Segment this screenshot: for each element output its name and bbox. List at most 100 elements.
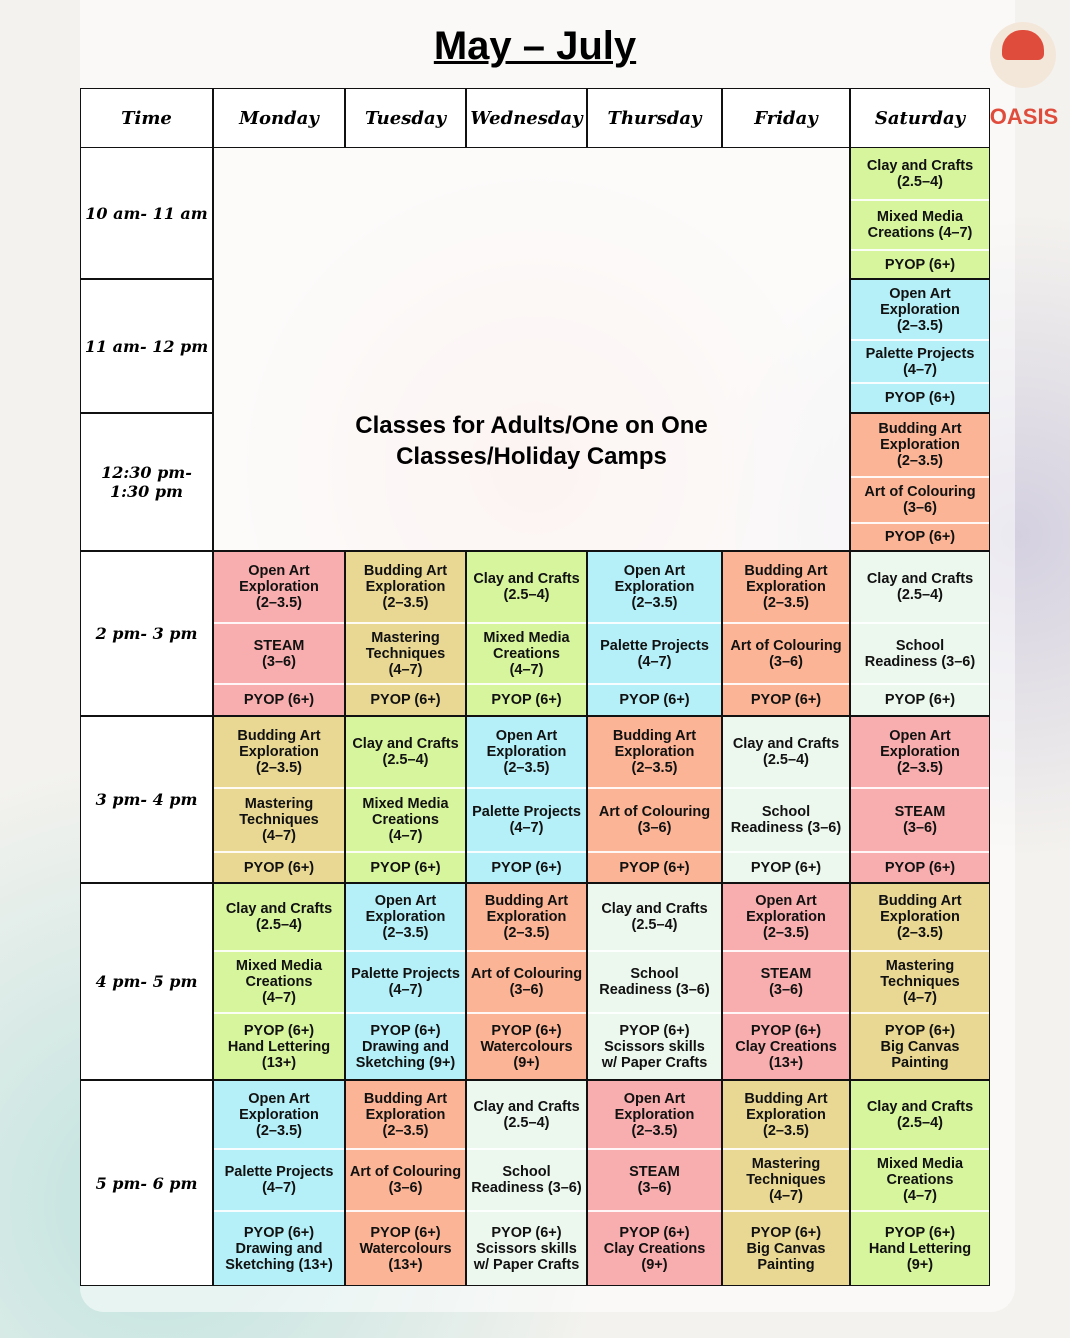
- class-cell: Mixed Media Creations (4–7): [345, 788, 466, 852]
- day-block: [466, 716, 587, 883]
- day-block: [345, 1080, 466, 1286]
- class-cell: PYOP (6+): [345, 852, 466, 883]
- class-cell: Art of Colouring (3–6): [466, 951, 587, 1013]
- class-cell: STEAM (3–6): [587, 1149, 722, 1211]
- day-block: [850, 716, 990, 883]
- day-block: [587, 551, 722, 716]
- class-cell: PYOP (6+) Drawing and Sketching (13+): [213, 1211, 345, 1286]
- day-block: [722, 1080, 850, 1286]
- class-cell: Open Art Exploration (2–3.5): [850, 279, 990, 340]
- column-header: Saturday: [850, 88, 990, 148]
- class-cell: Clay and Crafts (2.5–4): [850, 551, 990, 623]
- time-label: 10 am- 11 am: [80, 147, 213, 279]
- class-cell: Art of Colouring (3–6): [345, 1149, 466, 1211]
- class-cell: Art of Colouring (3–6): [722, 623, 850, 684]
- day-block: [213, 551, 345, 716]
- class-cell: PYOP (6+) Hand Lettering (9+): [850, 1211, 990, 1286]
- logo-text: OASIS: [989, 104, 1059, 129]
- class-cell: PYOP (6+) Big Canvas Painting: [722, 1211, 850, 1286]
- day-block: [850, 883, 990, 1080]
- class-cell: Palette Projects (4–7): [850, 340, 990, 383]
- class-cell: Art of Colouring (3–6): [850, 477, 990, 523]
- time-label: 5 pm- 6 pm: [80, 1080, 213, 1286]
- class-cell: Budding Art Exploration (2–3.5): [213, 716, 345, 788]
- class-cell: Budding Art Exploration (2–3.5): [345, 1080, 466, 1149]
- class-cell: Clay and Crafts (2.5–4): [587, 883, 722, 951]
- time-label: 3 pm- 4 pm: [80, 716, 213, 883]
- class-cell: Open Art Exploration (2–3.5): [722, 883, 850, 951]
- class-cell: PYOP (6+): [213, 852, 345, 883]
- class-cell: Mastering Techniques (4–7): [850, 951, 990, 1013]
- class-cell: Mastering Techniques (4–7): [213, 788, 345, 852]
- day-block: [587, 716, 722, 883]
- class-cell: School Readiness (3–6): [587, 951, 722, 1013]
- class-cell: Mixed Media Creations (4–7): [850, 1149, 990, 1211]
- day-block: [722, 551, 850, 716]
- class-cell: Open Art Exploration (2–3.5): [587, 551, 722, 623]
- class-cell: Palette Projects (4–7): [345, 951, 466, 1013]
- class-cell: STEAM (3–6): [722, 951, 850, 1013]
- class-cell: Budding Art Exploration (2–3.5): [722, 551, 850, 623]
- logo-icon: [1002, 30, 1044, 60]
- class-cell: PYOP (6+): [466, 852, 587, 883]
- title: May – July: [433, 24, 637, 68]
- class-cell: Palette Projects (4–7): [466, 788, 587, 852]
- class-cell: PYOP (6+) Hand Lettering (13+): [213, 1013, 345, 1080]
- column-header: Tuesday: [345, 88, 466, 148]
- class-cell: PYOP (6+) Drawing and Sketching (9+): [345, 1013, 466, 1080]
- class-cell: Clay and Crafts (2.5–4): [850, 147, 990, 200]
- class-cell: Clay and Crafts (2.5–4): [850, 1080, 990, 1149]
- class-cell: Mastering Techniques (4–7): [345, 623, 466, 684]
- class-cell: Mixed Media Creations (4–7): [850, 200, 990, 250]
- column-header: Friday: [722, 88, 850, 148]
- column-header: Time: [80, 88, 213, 148]
- day-block: [850, 1080, 990, 1286]
- time-label: 2 pm- 3 pm: [80, 551, 213, 716]
- class-cell: PYOP (6+) Big Canvas Painting: [850, 1013, 990, 1080]
- class-cell: Open Art Exploration (2–3.5): [850, 716, 990, 788]
- day-block: [722, 716, 850, 883]
- class-cell: Palette Projects (4–7): [213, 1149, 345, 1211]
- class-cell: Budding Art Exploration (2–3.5): [587, 716, 722, 788]
- day-block: [722, 883, 850, 1080]
- class-cell: PYOP (6+): [466, 684, 587, 716]
- time-label: 12:30 pm- 1:30 pm: [80, 413, 213, 551]
- class-cell: Mastering Techniques (4–7): [722, 1149, 850, 1211]
- class-cell: Budding Art Exploration (2–3.5): [722, 1080, 850, 1149]
- day-block: [850, 551, 990, 716]
- day-block: [345, 716, 466, 883]
- class-cell: Budding Art Exploration (2–3.5): [850, 413, 990, 477]
- class-cell: Budding Art Exploration (2–3.5): [850, 883, 990, 951]
- day-block: [345, 551, 466, 716]
- class-cell: PYOP (6+) Scissors skills w/ Paper Craft…: [587, 1013, 722, 1080]
- class-cell: PYOP (6+): [850, 523, 990, 551]
- column-header: Wednesday: [466, 88, 587, 148]
- time-label: 11 am- 12 pm: [80, 279, 213, 413]
- day-block: [213, 883, 345, 1080]
- class-cell: Clay and Crafts (2.5–4): [345, 716, 466, 788]
- class-cell: PYOP (6+): [850, 250, 990, 279]
- class-cell: Mixed Media Creations (4–7): [466, 623, 587, 684]
- class-cell: Clay and Crafts (2.5–4): [466, 551, 587, 623]
- morning-block: Classes for Adults/One on One Classes/Ho…: [213, 147, 850, 551]
- day-block: [466, 1080, 587, 1286]
- class-cell: PYOP (6+) Scissors skills w/ Paper Craft…: [466, 1211, 587, 1286]
- class-cell: PYOP (6+) Watercolours (13+): [345, 1211, 466, 1286]
- class-cell: Palette Projects (4–7): [587, 623, 722, 684]
- class-cell: Budding Art Exploration (2–3.5): [345, 551, 466, 623]
- day-block: [213, 1080, 345, 1286]
- class-cell: Open Art Exploration (2–3.5): [345, 883, 466, 951]
- class-cell: Mixed Media Creations (4–7): [213, 951, 345, 1013]
- time-label: 4 pm- 5 pm: [80, 883, 213, 1080]
- class-cell: Clay and Crafts (2.5–4): [722, 716, 850, 788]
- class-cell: PYOP (6+) Clay Creations (13+): [722, 1013, 850, 1080]
- class-cell: School Readiness (3–6): [850, 623, 990, 684]
- day-block: [587, 1080, 722, 1286]
- day-block: [213, 716, 345, 883]
- class-cell: PYOP (6+): [850, 383, 990, 413]
- class-cell: PYOP (6+): [722, 852, 850, 883]
- column-header: Monday: [213, 88, 345, 148]
- class-cell: School Readiness (3–6): [722, 788, 850, 852]
- day-block: [466, 883, 587, 1080]
